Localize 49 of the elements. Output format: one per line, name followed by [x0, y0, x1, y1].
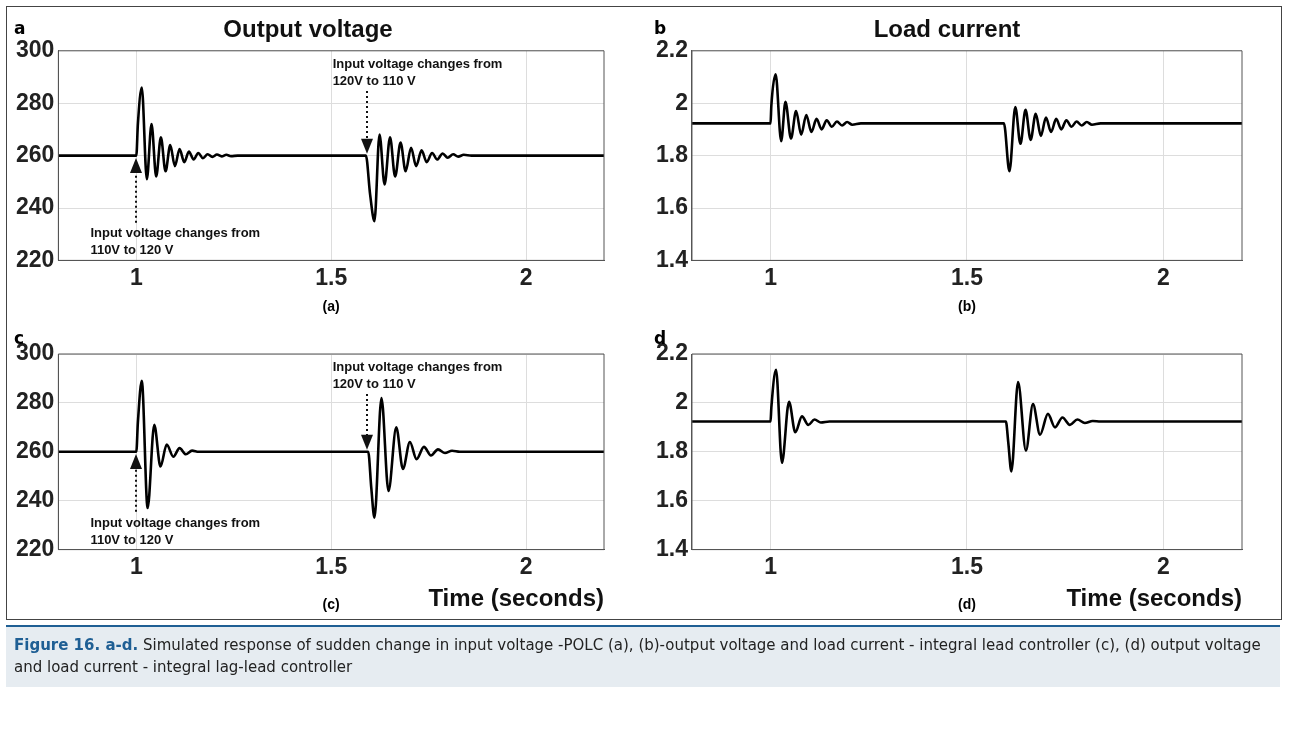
y-tick-label: 280 [16, 388, 55, 415]
x-tick-label: 2 [519, 263, 533, 290]
x-tick-label: 1.5 [315, 263, 348, 290]
text: b [654, 18, 667, 38]
y-tick-label: 1.6 [655, 486, 688, 513]
y-tick-label: 300 [16, 36, 55, 63]
y-tick-label: 1.8 [655, 437, 689, 464]
x-tick-label: 1 [764, 263, 778, 290]
text: (a) [322, 298, 340, 314]
text: a [14, 18, 26, 38]
y-tick-label: 220 [16, 245, 55, 272]
text: (d) [958, 596, 976, 612]
x-tick-label: 2 [1157, 263, 1170, 290]
x-tick-label: 1 [764, 552, 778, 579]
chart-title: Output voltage [223, 15, 393, 43]
y-tick-label: 1.8 [655, 140, 689, 167]
x-axis-title: Time (seconds) [428, 584, 604, 612]
y-tick-label: 240 [16, 193, 55, 220]
y-tick-label: 280 [16, 88, 55, 115]
line-series [58, 86, 604, 223]
y-tick-label: 1.4 [655, 245, 689, 272]
text: (c) [322, 596, 340, 612]
annotation: Input voltage changes from 110V to 120 V [90, 224, 261, 259]
line-series [58, 379, 604, 520]
x-tick-label: 1 [129, 552, 143, 579]
x-tick-label: 2 [519, 552, 533, 579]
annotation: Input voltage changes from 120V to 110 V [332, 358, 503, 392]
y-tick-label: 240 [16, 486, 55, 513]
x-tick-label: 2 [1157, 552, 1170, 579]
chart-title: Load current [873, 15, 1021, 43]
annotation: Input voltage changes from 120V to 110 V [332, 54, 503, 89]
y-tick-label: 2.2 [655, 36, 688, 63]
annotation: Input voltage changes from 110V to 120 V [90, 513, 261, 548]
y-tick-label: 260 [16, 437, 55, 464]
y-tick-label: 2 [675, 88, 688, 115]
y-tick-label: 2 [675, 388, 688, 415]
y-tick-label: 220 [16, 534, 55, 561]
line-series [691, 73, 1242, 173]
x-tick-label: 1 [129, 263, 143, 290]
y-tick-label: 1.6 [655, 193, 688, 220]
text: (b) [958, 298, 976, 314]
line-series [691, 368, 1242, 473]
caption: Figure 16. a-d. [14, 636, 139, 654]
y-tick-label: 1.4 [655, 534, 689, 561]
x-tick-label: 1.5 [950, 263, 984, 290]
x-axis-title: Time (seconds) [1066, 584, 1242, 612]
x-tick-label: 1.5 [950, 552, 984, 579]
y-tick-label: 260 [16, 140, 55, 167]
x-tick-label: 1.5 [315, 552, 348, 579]
